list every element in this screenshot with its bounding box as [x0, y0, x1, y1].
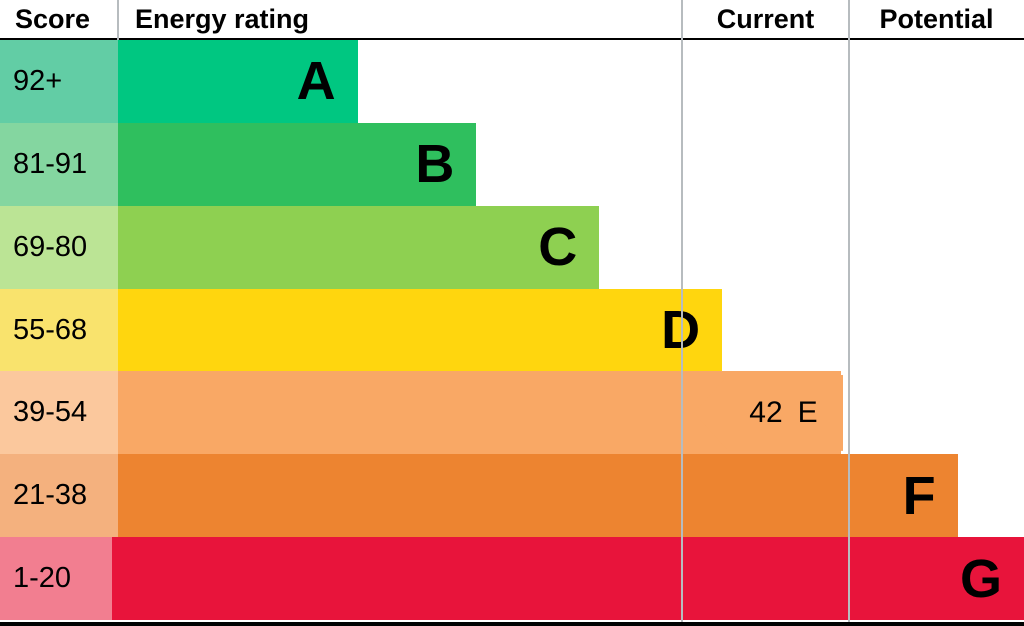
- divider-rating-current: [681, 0, 683, 622]
- band-score-cell: 69-80: [0, 205, 118, 289]
- band-row-f: 21-38 F: [0, 454, 1024, 538]
- band-bar: C: [118, 205, 600, 289]
- band-letter: A: [296, 51, 336, 112]
- band-score-cell: 55-68: [0, 288, 118, 372]
- header-energy-rating: Energy rating: [135, 3, 310, 34]
- band-bar: A: [118, 40, 358, 123]
- band-score-cell: 1-20: [0, 537, 113, 621]
- band-letter: C: [538, 217, 578, 278]
- band-row-c: 69-80 C: [0, 205, 1024, 289]
- current-band-letter: E: [797, 395, 818, 429]
- band-bar: B: [118, 122, 477, 206]
- band-row-g: 1-20 G: [0, 537, 1024, 621]
- header-current: Current: [716, 3, 815, 34]
- band-score-cell: 39-54: [0, 371, 118, 455]
- band-rows: 92+ A 81-91 B 69-80 C 55-68 D 39-54: [0, 40, 1024, 621]
- band-bar: D: [118, 288, 723, 372]
- band-row-a: 92+ A: [0, 40, 1024, 123]
- band-score-cell: 92+: [0, 40, 118, 123]
- header-row: Score Energy rating Current Potential: [0, 0, 1024, 40]
- band-row-e: 39-54 E: [0, 371, 1024, 455]
- divider-score-rating: [117, 0, 119, 40]
- band-letter: F: [902, 465, 936, 526]
- band-letter: G: [959, 548, 1002, 609]
- band-bar: F: [118, 454, 958, 538]
- current-score-value: 42: [749, 395, 783, 429]
- bottom-border: [0, 622, 1024, 626]
- band-bar: G: [112, 537, 1024, 621]
- header-score: Score: [15, 3, 91, 34]
- header-potential: Potential: [879, 3, 994, 34]
- band-letter: B: [415, 134, 455, 195]
- band-row-b: 81-91 B: [0, 122, 1024, 206]
- band-letter: D: [661, 300, 701, 360]
- band-row-d: 55-68 D: [0, 288, 1024, 372]
- current-marker: 42 E: [694, 374, 843, 451]
- divider-current-potential: [848, 0, 850, 622]
- band-score-cell: 21-38: [0, 454, 118, 538]
- band-score-cell: 81-91: [0, 122, 118, 206]
